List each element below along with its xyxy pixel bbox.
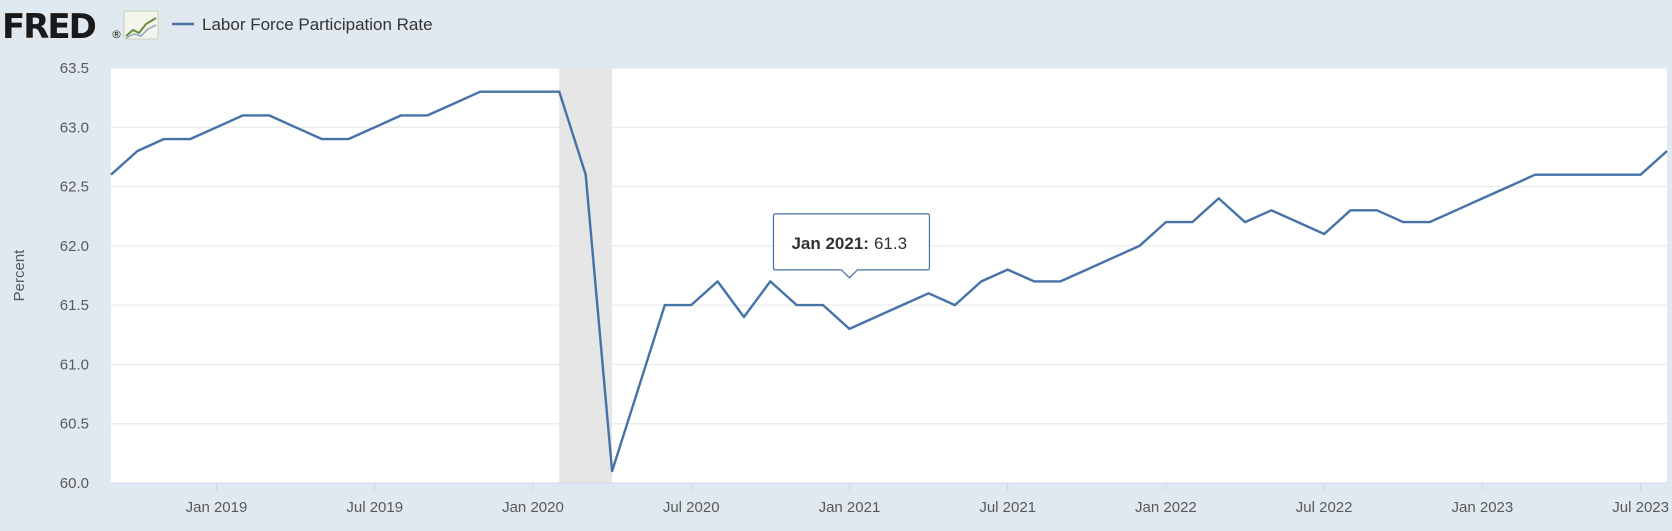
x-tick-label: Jan 2021 [819, 499, 881, 516]
series-layer[interactable] [110, 90, 1668, 473]
x-tick-label: Jul 2020 [663, 499, 720, 516]
y-tick-label: 63.0 [60, 119, 89, 136]
plot-area [111, 68, 1667, 483]
y-tick-label: 60.0 [60, 475, 89, 492]
x-tick-label: Jan 2020 [502, 499, 564, 516]
x-tick-label: Jul 2019 [346, 499, 403, 516]
tooltip-box [772, 213, 931, 279]
x-tick-label: Jul 2023 [1612, 499, 1669, 516]
tooltip: Jan 2021: 61.3 [772, 213, 931, 279]
x-tick-label: Jul 2022 [1296, 499, 1353, 516]
x-axis: Jan 2019 Jul 2019 Jan 2020 Jul 2020 Jan 2021… [111, 482, 1669, 516]
registered-mark: ® [111, 28, 122, 41]
y-axis: 60.0 60.5 61.0 61.5 62.0 62.5 63.0 63.5 [60, 60, 89, 492]
y-tick-label: 62.5 [60, 179, 89, 196]
y-axis-label: Percent [11, 249, 28, 302]
legend-label: Labor Force Participation Rate [202, 15, 433, 34]
fred-graph-icon [123, 10, 159, 40]
y-tick-label: 60.5 [60, 416, 89, 433]
x-tick-label: Jan 2022 [1135, 499, 1197, 516]
x-tick-label: Jan 2019 [186, 499, 248, 516]
tooltip-value: 61.3 [874, 234, 907, 253]
series-line[interactable] [110, 90, 1668, 473]
fred-logo[interactable]: FRED ® [2, 7, 159, 47]
tooltip-text: Jan 2021: 61.3 [791, 234, 907, 253]
y-tick-label: 63.5 [60, 60, 89, 77]
tooltip-date: Jan 2021: [791, 234, 869, 253]
legend[interactable]: Labor Force Participation Rate [172, 15, 433, 34]
x-tick-label: Jan 2023 [1452, 499, 1514, 516]
fred-logo-text: FRED [2, 7, 96, 47]
recession-band [559, 68, 613, 483]
y-tick-label: 62.0 [60, 238, 89, 255]
recession-layer [559, 68, 613, 483]
y-tick-label: 61.0 [60, 356, 89, 373]
y-tick-label: 61.5 [60, 297, 89, 314]
x-tick-label: Jul 2021 [979, 499, 1036, 516]
